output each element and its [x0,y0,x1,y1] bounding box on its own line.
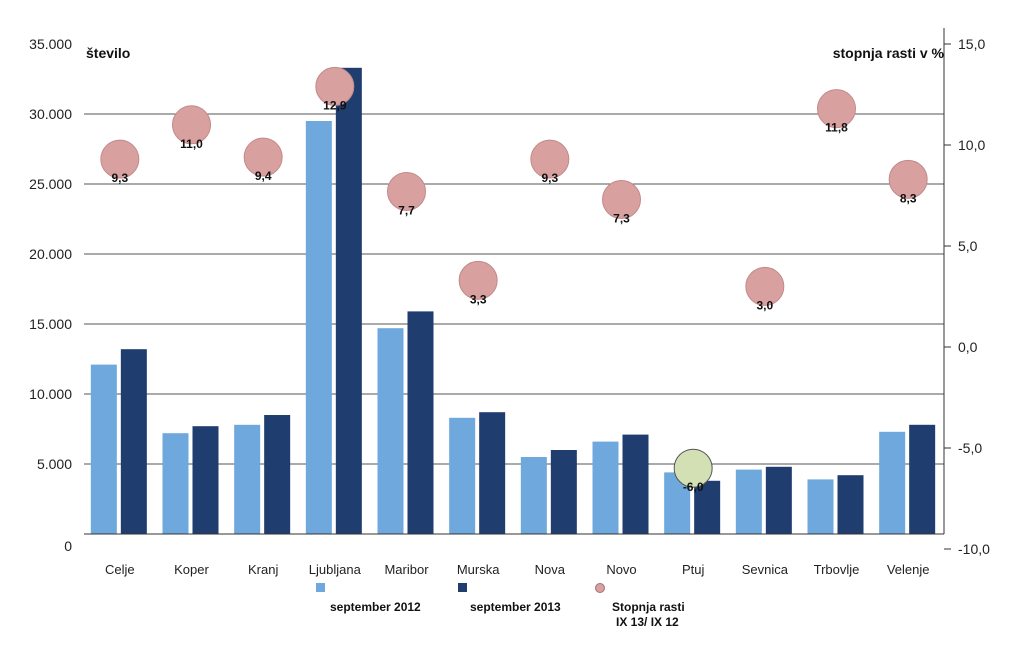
left-tick-label: 20.000 [29,246,72,262]
category-label: Kranj [248,562,278,577]
growth-data-label: 9,3 [111,171,128,185]
category-label: Velenje [887,562,930,577]
growth-points: 9,3 11,0 9,4 12,9 7,7 3,3 9,3 7,3 -6,0 3,0 11,8 8,3 [100,66,928,494]
bar-2012-velenje [879,431,906,534]
bar-2013-trbovlje [837,475,864,534]
right-tick-label: -10,0 [958,541,990,557]
category-label: Trbovlje [814,562,860,577]
legend: september 2012 september 2013 Stopnja ra… [316,583,685,629]
gridlines [84,113,944,465]
growth-data-label: -6,0 [683,480,704,494]
growth-data-label: 11,0 [180,137,203,151]
left-tick-label: 15.000 [29,316,72,332]
left-tick-label: 35.000 [29,36,72,52]
left-tick-label: 10.000 [29,386,72,402]
growth-point-ptuj [673,448,713,488]
right-tick-label: 5,0 [958,238,978,254]
legend-label-2012: september 2012 [330,600,421,614]
bar-2012-ljubljana [305,121,332,534]
right-axis-ticks: -10,0 -5,0 0,0 5,0 10,0 15,0 [944,36,990,557]
category-label: Koper [174,562,209,577]
category-label: Sevnica [742,562,789,577]
right-axis-label: stopnja rasti v % [833,45,945,61]
bar-2012-novo [592,441,619,534]
growth-point-celje [100,139,140,179]
bars [90,67,936,535]
growth-data-label: 9,3 [541,171,558,185]
left-tick-label: 30.000 [29,106,72,122]
bar-2013-ptuj [694,480,721,534]
bar-2013-novo [622,434,649,534]
bar-2013-kranj [264,415,291,534]
growth-point-novo [602,180,641,220]
left-tick-label: 25.000 [29,176,72,192]
left-axis-ticks: 0 5.000 10.000 15.000 20.000 25.000 30.000 35.0… [29,36,72,554]
category-labels: Celje Koper Kranj Ljubljana Maribor Murska Nov… [105,562,929,577]
category-label: Maribor [384,562,429,577]
category-label: Nova [535,562,566,577]
right-tick-label: -5,0 [958,440,982,456]
growth-data-label: 11,8 [825,121,848,135]
growth-data-label: 3,3 [470,292,487,306]
bar-2012-koper [162,433,189,534]
bar-2012-nova [520,457,547,534]
growth-data-label: 3,0 [756,298,773,312]
bar-2013-nova [550,450,577,534]
growth-point-trbovlje [817,89,856,129]
bar-2013-sevnica [765,466,792,534]
growth-data-label: 8,3 [900,191,917,205]
growth-point-maribor [387,171,426,211]
growth-data-label: 7,3 [613,212,630,226]
bar-2012-maribor [377,328,404,534]
growth-point-kranj [243,137,283,177]
bar-2013-celje [120,349,147,534]
legend-label-2013: september 2013 [470,600,561,614]
category-label: Ptuj [682,562,705,577]
growth-data-label: 9,4 [255,169,272,183]
bar-2012-murska [449,417,476,534]
left-tick-label: 0 [64,538,72,554]
bar-2013-koper [192,426,219,534]
growth-data-label: 12,9 [323,98,347,112]
growth-point-koper [172,105,211,145]
bar-2012-kranj [234,424,261,534]
left-tick-label: 5.000 [37,456,72,472]
right-tick-label: 15,0 [958,36,985,52]
bar-2013-murska [479,412,506,534]
left-axis-label: število [86,45,130,61]
bar-2013-velenje [909,424,936,534]
bar-2013-maribor [407,311,434,534]
axes [84,28,945,535]
legend-label-growth-line1: Stopnja rasti [612,600,685,614]
growth-point-velenje [888,159,928,199]
right-tick-label: 10,0 [958,137,985,153]
growth-point-nova [530,139,570,179]
legend-swatch-2012 [316,583,325,592]
bar-2013-ljubljana [335,67,362,535]
bar-2012-celje [90,364,117,534]
growth-point-sevnica [745,266,785,306]
bar-2012-sevnica [735,469,762,534]
growth-data-label: 7,7 [398,203,415,217]
growth-point-murska [458,260,498,300]
bar-2012-trbovlje [807,479,834,534]
category-label: Celje [105,562,135,577]
category-label: Murska [457,562,500,577]
legend-swatch-growth [595,583,605,593]
category-label: Ljubljana [309,562,362,577]
legend-swatch-2013 [458,583,467,592]
growth-point-ljubljana [315,66,355,106]
legend-label-growth-line2: IX 13/ IX 12 [616,615,679,629]
right-tick-label: 0,0 [958,339,978,355]
category-label: Novo [606,562,636,577]
